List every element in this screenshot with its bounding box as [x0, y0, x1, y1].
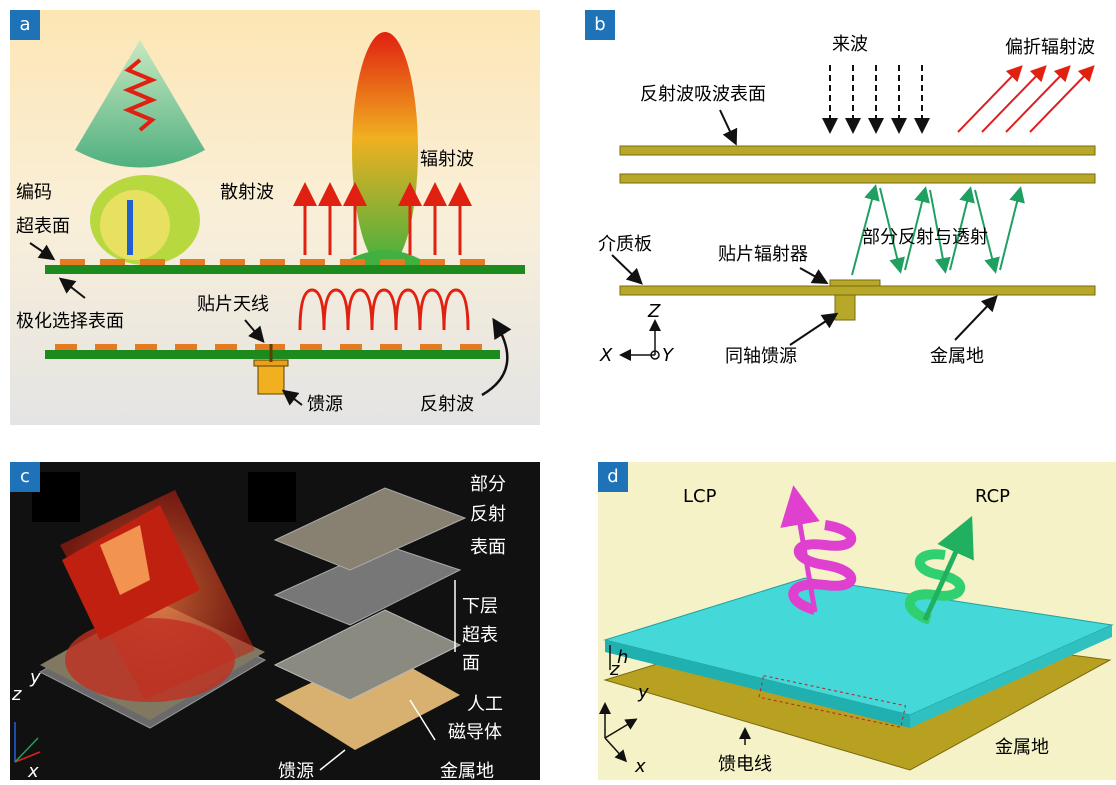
annotation: LCP	[683, 486, 717, 507]
annotation: 来波	[832, 34, 868, 55]
panel-label: c	[20, 466, 30, 487]
annotation: 部分反射与透射	[862, 227, 988, 248]
annotation: 金属地	[930, 346, 984, 367]
panel-c	[10, 462, 540, 780]
annotation: 超表	[462, 625, 498, 646]
panel-label: a	[19, 14, 30, 35]
annotation: 反射波吸波表面	[640, 84, 766, 105]
annotation: 超表面	[16, 216, 70, 237]
annotation: Y	[662, 345, 675, 366]
annotation: 下层	[462, 596, 498, 617]
panel-label: d	[607, 466, 618, 487]
annotation: 金属地	[995, 737, 1049, 758]
panel-label: b	[594, 14, 605, 35]
annotation: 磁导体	[448, 722, 502, 743]
annotation: Z	[647, 301, 661, 322]
annotation: y	[29, 667, 41, 688]
annotation: 面	[462, 653, 480, 674]
annotation: 散射波	[220, 182, 274, 203]
annotation: X	[599, 345, 613, 366]
annotation: 贴片天线	[197, 294, 269, 315]
annotation: 极化选择表面	[16, 311, 124, 332]
annotation: 馈源	[307, 394, 343, 415]
annotation: 馈源	[278, 761, 314, 782]
annotation: 偏折辐射波	[1005, 37, 1095, 58]
panel-d	[598, 462, 1116, 780]
annotation: x	[634, 756, 646, 777]
annotation: 金属地	[440, 761, 494, 782]
annotation: 贴片辐射器	[718, 244, 808, 265]
annotation: 同轴馈源	[725, 346, 797, 367]
annotation: 反射波	[420, 394, 474, 415]
annotation: x	[27, 761, 39, 782]
annotation: z	[609, 659, 620, 680]
annotation: 人工	[467, 694, 503, 715]
annotation: z	[11, 684, 22, 705]
annotation: 馈电线	[718, 754, 772, 775]
panel-a	[10, 10, 540, 425]
annotation: h	[617, 647, 628, 668]
annotation: 编码	[16, 182, 52, 203]
annotation: 反射	[470, 504, 506, 525]
annotation: 辐射波	[420, 149, 474, 170]
annotation: 部分	[470, 474, 506, 495]
annotation: y	[637, 682, 649, 703]
panel-b	[585, 10, 1096, 361]
annotation: 表面	[470, 537, 506, 558]
annotation: RCP	[975, 486, 1010, 507]
annotation: 介质板	[598, 234, 652, 255]
